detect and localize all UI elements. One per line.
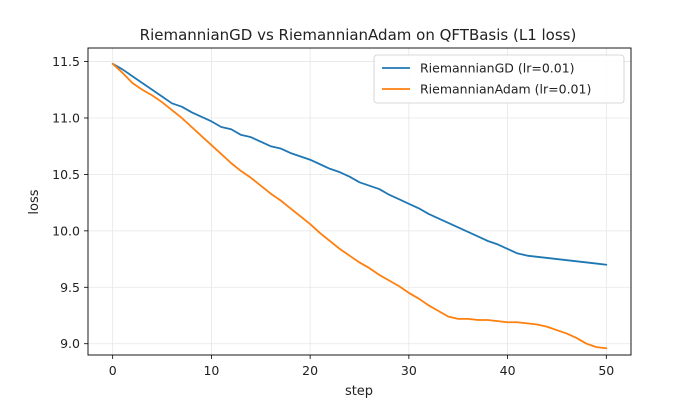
x-tick-label: 50 <box>598 363 614 378</box>
x-tick-label: 40 <box>500 363 516 378</box>
series-layer <box>111 62 608 350</box>
x-tick-label: 20 <box>302 363 318 378</box>
legend-entry: RiemannianAdam (lr=0.01) <box>420 82 591 97</box>
y-tick-label: 10.0 <box>52 223 80 238</box>
y-tick-label: 9.5 <box>60 280 80 295</box>
grid <box>88 48 631 355</box>
x-tick-label: 30 <box>401 363 417 378</box>
y-tick-label: 10.5 <box>52 167 80 182</box>
plot-frame <box>87 47 632 356</box>
x-tick-label: 0 <box>109 363 117 378</box>
legend-box <box>373 54 625 104</box>
x-tick-label: 10 <box>203 363 219 378</box>
x-axis-label: step <box>345 384 373 399</box>
legend-entry: RiemannianGD (lr=0.01) <box>420 61 575 76</box>
series-line-riemanniangd <box>111 62 608 266</box>
legend: RiemannianGD (lr=0.01) RiemannianAdam (lr… <box>373 54 625 104</box>
series-line-riemannianadam <box>111 62 608 350</box>
y-tick-label: 11.5 <box>52 54 80 69</box>
y-tick-label: 11.0 <box>52 110 80 125</box>
y-tick-label: 9.0 <box>60 336 80 351</box>
ticks: 0 10 20 30 40 50 9.0 9.5 10.0 10.5 11.0 11.5 <box>52 54 614 378</box>
chart-title: RiemannianGD vs RiemannianAdam on QFTBas… <box>140 26 577 44</box>
y-axis-label: loss <box>27 189 42 214</box>
